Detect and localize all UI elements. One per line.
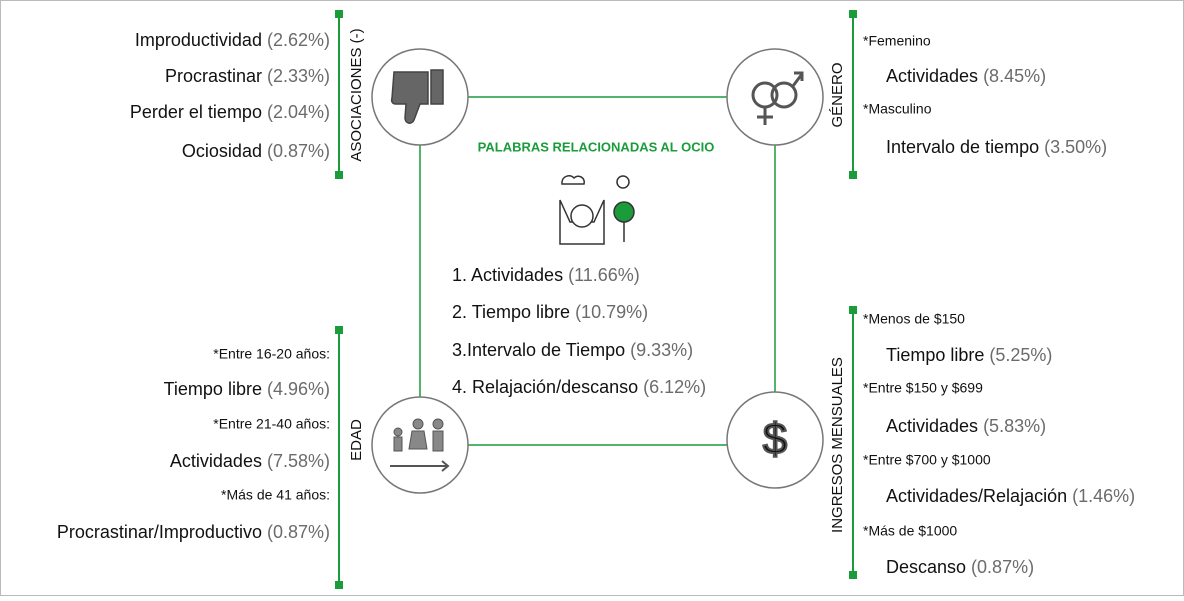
- term: Procrastinar/Improductivo: [57, 522, 262, 542]
- term: 3.Intervalo de Tiempo: [452, 340, 625, 360]
- percentage: (7.58%): [267, 451, 330, 471]
- segment: *Masculino: [863, 101, 932, 117]
- percentage: (2.04%): [267, 102, 330, 122]
- percentage: (4.96%): [267, 379, 330, 399]
- term: Actividades/Relajación: [886, 486, 1067, 506]
- entry: Improductividad(2.62%): [135, 30, 330, 50]
- term: Actividades: [886, 416, 978, 436]
- infographic: $ PALABRAS RELACIONADAS AL OCIO 1. Activi…: [0, 0, 1184, 596]
- entry: Actividades(7.58%): [170, 451, 330, 471]
- term: Actividades: [886, 66, 978, 86]
- entry: Descanso(0.87%): [886, 557, 1034, 577]
- segment: *Más de $1000: [863, 523, 957, 539]
- entry: Procrastinar(2.33%): [165, 66, 330, 86]
- term: 2. Tiempo libre: [452, 302, 570, 322]
- segment: *Entre 16-20 años:: [213, 346, 330, 362]
- segment: *Menos de $150: [863, 311, 965, 327]
- entry: Procrastinar/Improductivo(0.87%): [57, 522, 330, 542]
- entry: Intervalo de tiempo(3.50%): [886, 137, 1107, 157]
- entry: 1. Actividades(11.66%): [452, 265, 640, 285]
- term: Tiempo libre: [886, 345, 984, 365]
- term: 1. Actividades: [452, 265, 563, 285]
- section-label: GÉNERO: [829, 62, 846, 127]
- term: Tiempo libre: [164, 379, 262, 399]
- term: Descanso: [886, 557, 966, 577]
- section-label: EDAD: [348, 419, 365, 461]
- percentage: (2.62%): [267, 30, 330, 50]
- center-title: PALABRAS RELACIONADAS AL OCIO: [478, 139, 715, 154]
- dollar-icon: $: [763, 415, 787, 464]
- term: Improductividad: [135, 30, 262, 50]
- entry: Tiempo libre(5.25%): [886, 345, 1052, 365]
- percentage: (10.79%): [575, 302, 648, 322]
- entry: Actividades(5.83%): [886, 416, 1046, 436]
- section-label: INGRESOS MENSUALES: [829, 357, 846, 533]
- term: Actividades: [170, 451, 262, 471]
- entry: 3.Intervalo de Tiempo(9.33%): [452, 340, 693, 360]
- percentage: (2.33%): [267, 66, 330, 86]
- segment: *Entre $150 y $699: [863, 380, 983, 396]
- percentage: (5.25%): [989, 345, 1052, 365]
- entry: Perder el tiempo(2.04%): [130, 102, 330, 122]
- term: 4. Relajación/descanso: [452, 377, 638, 397]
- percentage: (1.46%): [1072, 486, 1135, 506]
- entry: Ociosidad(0.87%): [182, 141, 330, 161]
- section-label: ASOCIACIONES (-): [348, 28, 365, 161]
- segment: *Entre 21-40 años:: [213, 416, 330, 432]
- term: Perder el tiempo: [130, 102, 262, 122]
- percentage: (8.45%): [983, 66, 1046, 86]
- percentage: (11.66%): [568, 265, 640, 285]
- segment: *Femenino: [863, 33, 931, 49]
- term: Procrastinar: [165, 66, 262, 86]
- entry: Actividades(8.45%): [886, 66, 1046, 86]
- percentage: (0.87%): [267, 141, 330, 161]
- frame: [1, 1, 1184, 596]
- entry: 2. Tiempo libre(10.79%): [452, 302, 648, 322]
- percentage: (5.83%): [983, 416, 1046, 436]
- percentage: (3.50%): [1044, 137, 1107, 157]
- entry: Actividades/Relajación(1.46%): [886, 486, 1135, 506]
- percentage: (0.87%): [971, 557, 1034, 577]
- percentage: (9.33%): [630, 340, 693, 360]
- entry: Tiempo libre(4.96%): [164, 379, 330, 399]
- term: Ociosidad: [182, 141, 262, 161]
- percentage: (6.12%): [643, 377, 706, 397]
- entry: 4. Relajación/descanso(6.12%): [452, 377, 706, 397]
- percentage: (0.87%): [267, 522, 330, 542]
- segment: *Entre $700 y $1000: [863, 452, 991, 468]
- term: Intervalo de tiempo: [886, 137, 1039, 157]
- segment: *Más de 41 años:: [221, 487, 330, 503]
